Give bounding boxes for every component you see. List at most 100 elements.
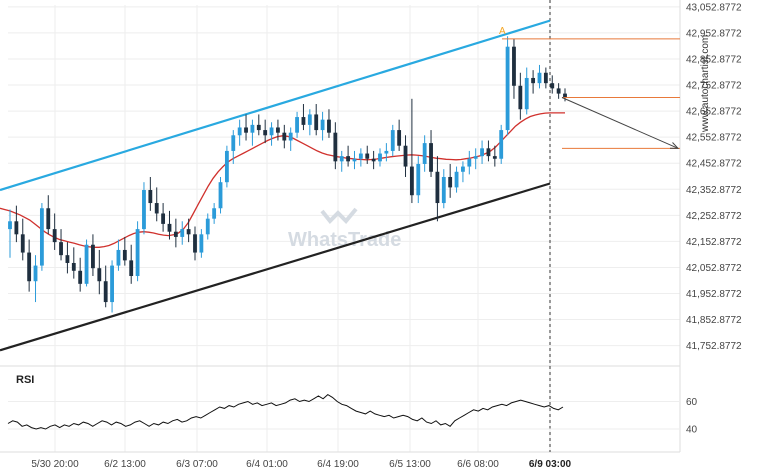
- price-tick-label: 42,252.8772: [686, 211, 742, 222]
- price-channel: [0, 19, 551, 352]
- price-tick-label: 42,052.8772: [686, 263, 742, 274]
- candle-body: [135, 229, 140, 277]
- candle-body: [384, 150, 389, 154]
- candle: [416, 156, 421, 204]
- candle-body: [224, 150, 229, 183]
- candle-body: [543, 72, 548, 84]
- rsi-tick-label: 60: [686, 397, 698, 408]
- candle-body: [52, 229, 57, 243]
- candle: [59, 229, 63, 261]
- candle-body: [71, 262, 76, 271]
- candle: [352, 150, 357, 170]
- candle: [307, 109, 312, 136]
- candle: [142, 182, 146, 235]
- candle-body: [327, 119, 331, 133]
- candle-body: [295, 117, 299, 133]
- candle: [288, 127, 293, 151]
- candle-body: [173, 231, 178, 237]
- candle: [422, 135, 427, 172]
- candle: [448, 163, 453, 198]
- candle-body: [339, 156, 344, 162]
- candle: [129, 244, 134, 284]
- candle-body: [97, 268, 102, 282]
- candle-body: [499, 130, 504, 159]
- candle-body: [358, 153, 363, 159]
- candle: [78, 257, 83, 292]
- candle-body: [333, 132, 338, 162]
- candle-body: [59, 242, 63, 256]
- candle-body: [397, 130, 402, 146]
- candle-body: [461, 166, 465, 172]
- candle-body: [371, 158, 376, 162]
- rsi-line: [7, 393, 564, 430]
- time-tick-label: 6/2 13:00: [104, 459, 146, 470]
- candle-body: [180, 229, 185, 237]
- candle-body: [550, 83, 555, 89]
- price-tick-label: 42,352.8772: [686, 185, 742, 196]
- candle-body: [346, 156, 351, 162]
- time-tick-label: 6/5 13:00: [389, 459, 431, 470]
- candle: [301, 104, 306, 131]
- candle: [276, 119, 280, 141]
- candle: [358, 148, 363, 167]
- projection: A: [499, 26, 680, 149]
- candle-body: [537, 72, 542, 84]
- candle-body: [237, 127, 242, 136]
- candle: [454, 166, 459, 193]
- candle-body: [8, 221, 12, 230]
- candle: [473, 148, 478, 170]
- channel-upper-line: [0, 19, 551, 192]
- candle: [154, 187, 159, 222]
- candle: [20, 218, 25, 261]
- candle-body: [129, 260, 134, 277]
- watermark-text: WhatsTrade: [288, 229, 401, 251]
- price-tick-label: 42,752.8772: [686, 81, 742, 92]
- price-tick-label: 42,952.8772: [686, 28, 742, 39]
- candle: [441, 169, 446, 209]
- candle: [193, 226, 197, 261]
- candle: [135, 221, 140, 282]
- candle: [346, 145, 351, 167]
- candle-body: [314, 114, 319, 131]
- candle-body: [167, 223, 172, 232]
- grid: [0, 0, 681, 453]
- candle-body: [378, 153, 382, 162]
- candle: [212, 203, 217, 224]
- candle-body: [524, 77, 529, 110]
- candle: [218, 176, 223, 214]
- candle-body: [244, 127, 248, 133]
- candle: [8, 209, 12, 258]
- rsi-panel: RSI 60 40: [7, 374, 698, 436]
- candle-body: [263, 130, 268, 136]
- rsi-tick-label: 40: [686, 425, 698, 436]
- candle-body: [231, 135, 236, 151]
- time-tick-label: 6/6 08:00: [457, 459, 499, 470]
- candle-body: [269, 127, 274, 136]
- candle: [492, 145, 497, 167]
- candle-body: [218, 182, 223, 209]
- price-tick-label: 41,952.8772: [686, 289, 742, 300]
- candle: [518, 72, 523, 120]
- candle: [531, 70, 536, 94]
- candle: [27, 239, 32, 292]
- candle: [14, 205, 19, 243]
- candle: [148, 176, 153, 211]
- candle: [33, 255, 38, 303]
- price-tick-label: 43,052.8772: [686, 2, 742, 13]
- candle: [499, 124, 504, 164]
- watermark-logo-icon: [320, 207, 358, 224]
- candle: [397, 119, 402, 151]
- candle-body: [84, 244, 89, 284]
- time-tick-label: 6/4 01:00: [246, 459, 288, 470]
- candle: [97, 249, 102, 295]
- candle: [244, 114, 248, 141]
- candle: [180, 221, 185, 245]
- candles: [8, 36, 567, 313]
- time-tick-label: 6/4 19:00: [317, 459, 359, 470]
- candle-body: [454, 171, 459, 188]
- candle-body: [193, 234, 197, 253]
- candle-body: [116, 249, 121, 266]
- candle: [173, 218, 178, 248]
- candle-body: [365, 153, 370, 159]
